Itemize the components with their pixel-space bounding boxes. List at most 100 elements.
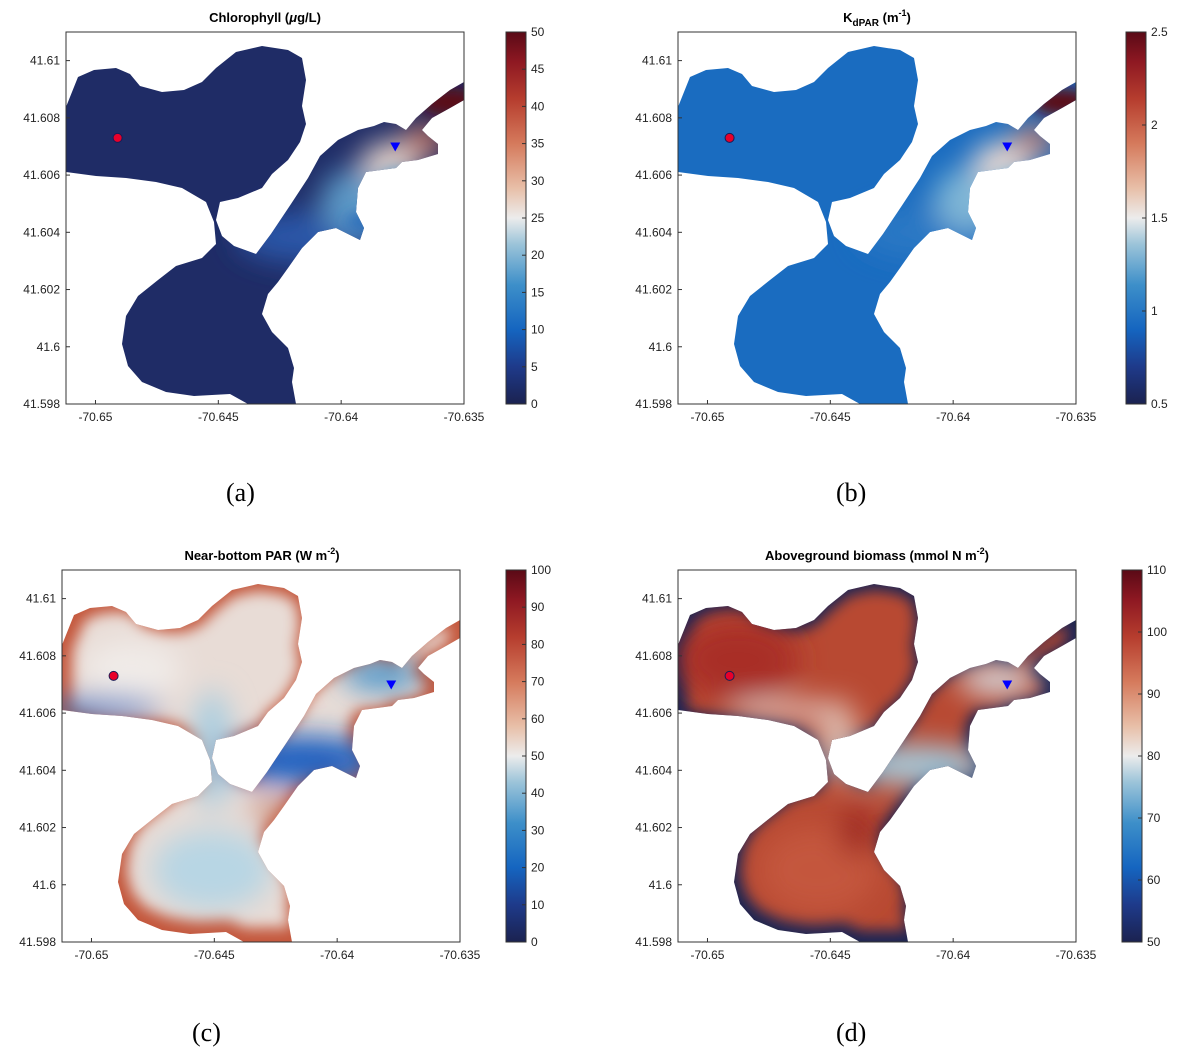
y-tick-label: 41.6 — [649, 340, 673, 354]
y-tick-label: 41.598 — [19, 935, 56, 949]
y-tick-label: 41.602 — [635, 821, 672, 835]
heatmap-field — [678, 46, 1076, 404]
colorbar-tick-label: 20 — [531, 248, 545, 262]
y-tick-label: 41.602 — [23, 283, 60, 297]
x-tick-label: -70.64 — [324, 410, 358, 424]
panel-d: -70.65 -70.645 -70.64 -70.635 41.598 41.6 41.… — [635, 569, 1097, 962]
y-tick-label: 41.61 — [642, 54, 672, 68]
colorbar-a: 0 5 10 15 20 25 30 35 40 45 50 — [505, 25, 545, 411]
colorbar-tick-label: 50 — [531, 25, 545, 39]
station-triangle-marker — [386, 680, 397, 690]
y-tick-label: 41.61 — [26, 592, 56, 606]
x-tick-label: -70.635 — [1056, 948, 1097, 962]
station-triangle-marker — [1002, 680, 1013, 690]
caption-d: (d) — [836, 1018, 867, 1047]
x-tick-label: -70.645 — [810, 948, 851, 962]
x-tick-label: -70.64 — [320, 948, 354, 962]
colorbar-tick-label: 110 — [1147, 563, 1166, 577]
colorbar-tick-label: 35 — [531, 137, 545, 151]
colorbar-tick-label: 60 — [1147, 873, 1161, 887]
colorbar-tick-label: 50 — [531, 749, 545, 763]
colorbar-tick-label: 0 — [531, 935, 538, 949]
colorbar-tick-label: 40 — [531, 786, 545, 800]
colorbar-tick-label: 100 — [531, 563, 551, 577]
x-tick-label: -70.645 — [198, 410, 239, 424]
y-tick-label: 41.604 — [635, 763, 672, 777]
y-tick-label: 41.61 — [642, 592, 672, 606]
station-circle-marker — [724, 132, 735, 143]
axes-box — [65, 31, 465, 405]
colorbar-tick-label: 40 — [531, 99, 545, 113]
y-tick-label: 41.6 — [37, 340, 61, 354]
y-tick-label: 41.608 — [19, 649, 56, 663]
y-tick-label: 41.608 — [635, 649, 672, 663]
y-tick-label: 41.598 — [635, 397, 672, 411]
panel-b-title: KdPAR (m-1) — [843, 8, 911, 29]
station-triangle-marker — [1002, 142, 1013, 152]
heatmap-field — [66, 46, 464, 404]
colorbar-tick-label: 30 — [531, 823, 545, 837]
panel-b: -70.65 -70.645 -70.64 -70.635 41.598 41.6 41.… — [635, 31, 1097, 424]
caption-b: (b) — [836, 478, 867, 507]
x-tick-label: -70.64 — [936, 948, 970, 962]
y-tick-label: 41.604 — [635, 225, 672, 239]
colorbar-tick-label: 25 — [531, 211, 545, 225]
y-tick-label: 41.602 — [19, 821, 56, 835]
panel-c: -70.65 -70.645 -70.64 -70.635 41.598 41.6 41.… — [19, 569, 481, 962]
colorbar-tick-label: 1 — [1151, 304, 1158, 318]
colorbar-b: 0.5 1 1.5 2 2.5 — [1125, 25, 1168, 411]
colorbar-tick-label: 0 — [531, 397, 538, 411]
colorbar-tick-label: 70 — [531, 675, 545, 689]
x-tick-label: -70.65 — [690, 948, 724, 962]
y-tick-label: 41.606 — [23, 168, 60, 182]
y-tick-label: 41.604 — [19, 763, 56, 777]
station-circle-marker — [108, 670, 119, 681]
colorbar-tick-label: 70 — [1147, 811, 1161, 825]
x-tick-label: -70.65 — [74, 948, 108, 962]
x-tick-label: -70.65 — [78, 410, 112, 424]
colorbar-tick-label: 45 — [531, 62, 545, 76]
panel-a-title: Chlorophyll (μg/L) — [209, 10, 321, 25]
y-tick-label: 41.608 — [23, 111, 60, 125]
panel-a: -70.65 -70.645 -70.64 -70.635 41.598 41.6 41.… — [23, 31, 485, 424]
axes-box — [61, 569, 461, 943]
colorbar-tick-label: 10 — [531, 323, 545, 337]
colorbar-tick-label: 90 — [531, 600, 545, 614]
heatmap-field — [62, 584, 460, 942]
colorbar-tick-label: 60 — [531, 712, 545, 726]
colorbar-tick-label: 15 — [531, 285, 545, 299]
colorbar-tick-label: 50 — [1147, 935, 1161, 949]
x-tick-label: -70.635 — [1056, 410, 1097, 424]
colorbar-tick-label: 2.5 — [1151, 25, 1168, 39]
station-circle-marker — [112, 132, 123, 143]
y-tick-label: 41.598 — [635, 935, 672, 949]
colorbar-tick-label: 2 — [1151, 118, 1158, 132]
colorbar-tick-label: 20 — [531, 861, 545, 875]
panel-d-title: Aboveground biomass (mmol N m-2) — [765, 546, 989, 563]
x-tick-label: -70.64 — [936, 410, 970, 424]
axes-box — [677, 31, 1077, 405]
colorbar-tick-label: 80 — [531, 637, 545, 651]
colorbar-d: 50 60 70 80 90 100 110 — [1121, 563, 1167, 949]
y-tick-label: 41.6 — [649, 878, 673, 892]
colorbar-tick-label: 30 — [531, 174, 545, 188]
y-tick-label: 41.606 — [635, 168, 672, 182]
colorbar-tick-label: 5 — [531, 360, 538, 374]
colorbar-tick-label: 80 — [1147, 749, 1161, 763]
heatmap-field — [678, 584, 1076, 942]
y-tick-label: 41.606 — [19, 706, 56, 720]
colorbar-tick-label: 100 — [1147, 625, 1167, 639]
colorbar-c: 0 10 20 30 40 50 60 70 80 90 100 — [505, 563, 551, 949]
x-tick-label: -70.645 — [194, 948, 235, 962]
x-tick-label: -70.645 — [810, 410, 851, 424]
colorbar-tick-label: 90 — [1147, 687, 1161, 701]
station-circle-marker — [724, 670, 735, 681]
y-tick-label: 41.608 — [635, 111, 672, 125]
y-tick-label: 41.61 — [30, 54, 60, 68]
x-tick-label: -70.635 — [444, 410, 485, 424]
x-tick-label: -70.635 — [440, 948, 481, 962]
station-triangle-marker — [390, 142, 401, 152]
axes-box — [677, 569, 1077, 943]
y-tick-label: 41.598 — [23, 397, 60, 411]
